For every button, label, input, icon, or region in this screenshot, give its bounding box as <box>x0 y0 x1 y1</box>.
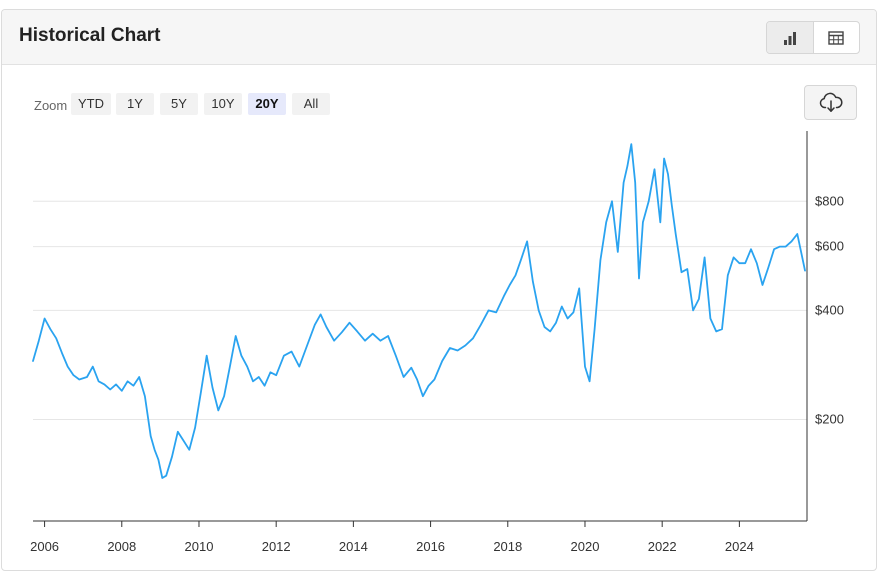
view-toggle <box>766 21 860 54</box>
table-icon <box>828 30 844 45</box>
cloud-download-icon <box>819 92 843 112</box>
download-button[interactable] <box>804 85 857 120</box>
table-view-button[interactable] <box>814 22 860 53</box>
chart-title: Historical Chart <box>19 25 161 46</box>
series-group <box>32 143 806 479</box>
zoom-20y-button[interactable]: 20Y <box>248 93 286 115</box>
x-tick-label: 2020 <box>571 539 600 554</box>
x-axis-ticks: 2006 2008 2010 2012 2014 2016 2018 2020 2022 2024 <box>30 521 754 554</box>
y-tick-label: $800 <box>815 193 844 208</box>
x-tick-label: 2022 <box>648 539 677 554</box>
zoom-5y-button[interactable]: 5Y <box>160 93 198 115</box>
x-tick-label: 2008 <box>107 539 136 554</box>
zoom-1y-button[interactable]: 1Y <box>116 93 154 115</box>
x-tick-label: 2016 <box>416 539 445 554</box>
y-tick-label: $400 <box>815 302 844 317</box>
bar-chart-icon <box>783 31 796 45</box>
y-tick-label: $600 <box>815 239 844 254</box>
gridlines <box>33 200 807 421</box>
x-tick-label: 2006 <box>30 539 59 554</box>
x-tick-label: 2012 <box>262 539 291 554</box>
x-tick-label: 2024 <box>725 539 754 554</box>
x-tick-label: 2010 <box>185 539 214 554</box>
zoom-ytd-button[interactable]: YTD <box>71 93 111 115</box>
historical-chart-card: Historical Chart Zoom YTD 1Y <box>1 9 877 571</box>
x-tick-label: 2014 <box>339 539 368 554</box>
card-header: Historical Chart <box>2 10 876 65</box>
price-line <box>32 143 806 479</box>
chart-view-button[interactable] <box>767 22 814 53</box>
y-axis-ticks: $200 $400 $600 $800 <box>815 193 844 426</box>
y-tick-label: $200 <box>815 412 844 427</box>
zoom-10y-button[interactable]: 10Y <box>204 93 242 115</box>
zoom-label: Zoom <box>34 98 68 113</box>
zoom-all-button[interactable]: All <box>292 93 330 115</box>
x-tick-label: 2018 <box>493 539 522 554</box>
